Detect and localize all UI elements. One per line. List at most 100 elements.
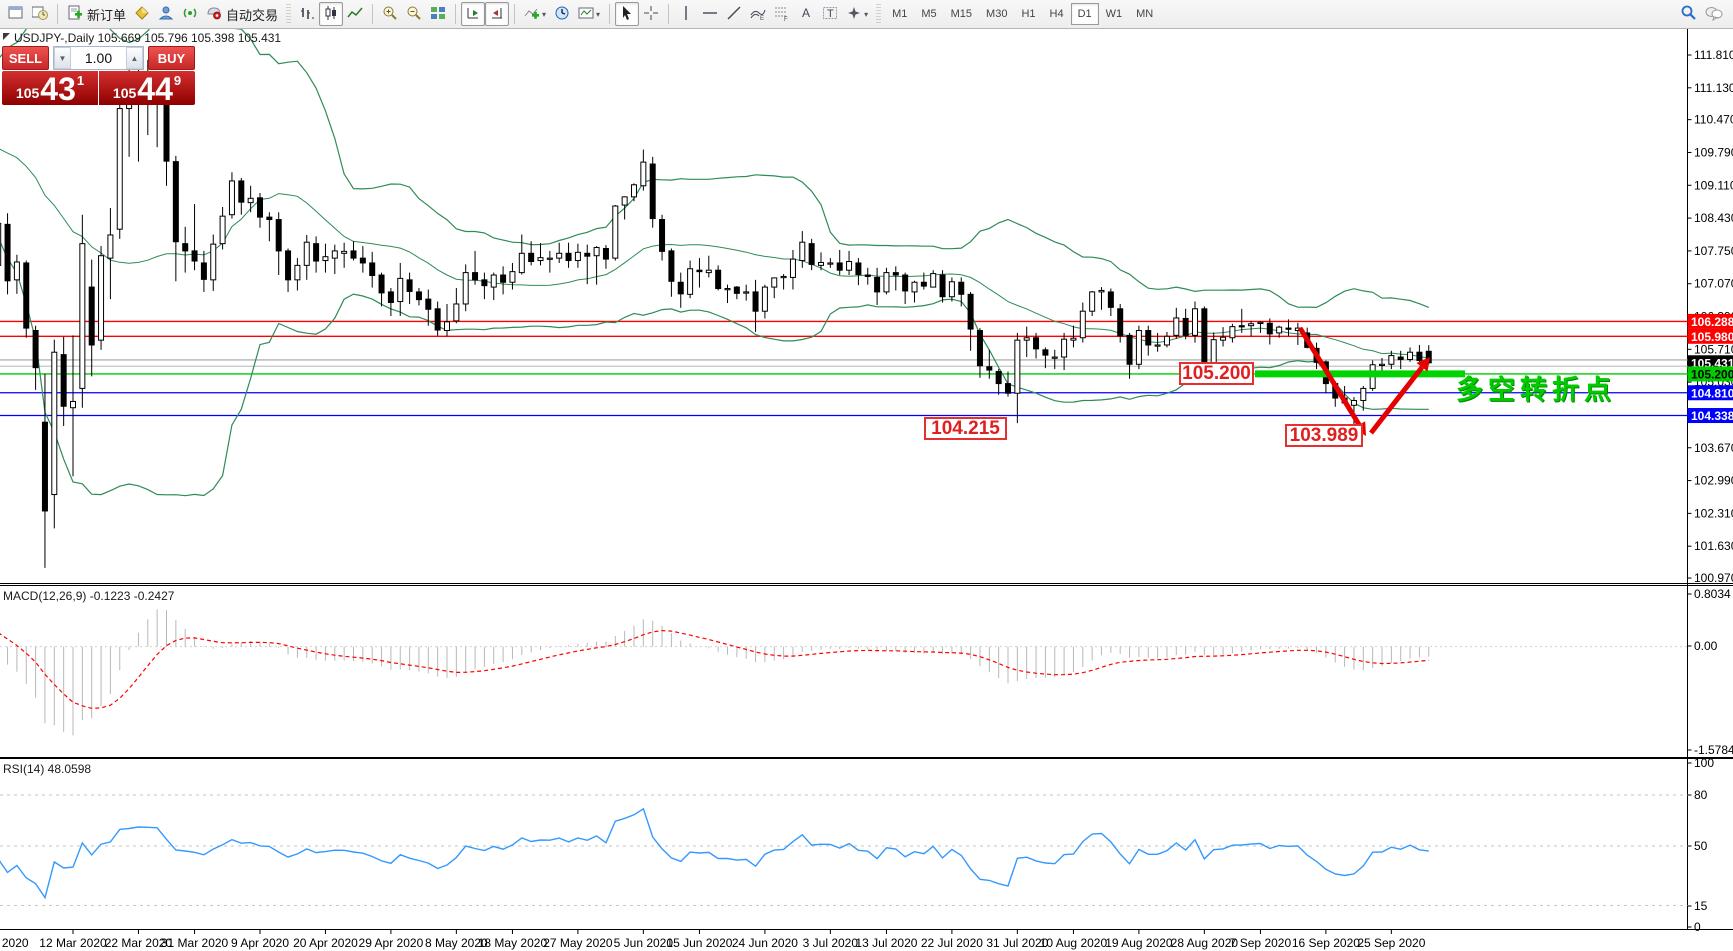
svg-text:31 Mar 2020: 31 Mar 2020 [161, 936, 229, 950]
price-annotation-105200[interactable]: 105.200 [1179, 362, 1254, 385]
bar-chart-button[interactable] [295, 2, 319, 26]
buy-price[interactable]: 105 44 9 [99, 71, 195, 105]
svg-text:104.810: 104.810 [1691, 386, 1733, 400]
volume-input[interactable]: 1.00 [84, 50, 113, 66]
horizontal-line-icon [702, 5, 718, 24]
tab-timeframe-m5[interactable]: M5 [921, 8, 937, 20]
line-chart-button[interactable] [343, 2, 367, 26]
tab-timeframe-d1[interactable]: D1 [1070, 3, 1099, 25]
svg-text:107.750: 107.750 [1694, 244, 1733, 258]
periods-button[interactable] [550, 2, 574, 26]
svg-text:15 Jun 2020: 15 Jun 2020 [666, 936, 732, 950]
svg-text:5 Jun 2020: 5 Jun 2020 [614, 936, 674, 950]
svg-text:28 Aug 2020: 28 Aug 2020 [1171, 936, 1239, 950]
label-tool[interactable]: T [818, 2, 842, 26]
sell-price[interactable]: 105 43 1 [2, 71, 98, 105]
sell-button[interactable]: SELL [2, 46, 49, 70]
tab-timeframe-h1[interactable]: H1 [1021, 8, 1036, 20]
price-annotation-103989[interactable]: 103.989 [1285, 424, 1363, 447]
svg-text:31 Jul 2020: 31 Jul 2020 [986, 936, 1048, 950]
indicators-button[interactable]: ▾ [520, 2, 550, 26]
tab-timeframe-m15[interactable]: M15 [950, 8, 973, 20]
new-order-icon [67, 5, 83, 24]
signal-icon [182, 5, 198, 24]
autotrading-icon [206, 5, 222, 24]
svg-text:102.990: 102.990 [1694, 474, 1733, 488]
collapse-panel-icon[interactable] [3, 33, 10, 40]
volume-decrease-button[interactable]: ▼ [54, 47, 71, 69]
svg-text:101.630: 101.630 [1694, 539, 1733, 553]
market-watch-button[interactable] [154, 2, 178, 26]
market-watch-icon [158, 5, 174, 24]
tab-timeframe-h4[interactable]: H4 [1049, 8, 1064, 20]
crosshair-tool-button[interactable] [639, 2, 663, 26]
cursor-icon [619, 5, 635, 24]
svg-text:105.980: 105.980 [1691, 330, 1733, 344]
zoom-out-button[interactable] [402, 2, 426, 26]
line-chart-icon [347, 5, 363, 24]
svg-text:107.070: 107.070 [1694, 277, 1733, 291]
toolbar-grip [286, 4, 292, 24]
new-chart-button[interactable] [4, 2, 28, 26]
svg-text:111.130: 111.130 [1694, 81, 1733, 95]
svg-text:109.110: 109.110 [1694, 178, 1733, 192]
signal-button[interactable] [178, 2, 202, 26]
toolbar-grip [876, 4, 882, 24]
fibonacci-tool[interactable]: F [770, 2, 794, 26]
zoom-out-icon [406, 5, 422, 24]
autoscroll-button[interactable] [461, 2, 486, 26]
chart-shift-button[interactable] [485, 2, 510, 26]
channel-tool[interactable]: E [746, 2, 770, 26]
metaeditor-button[interactable] [130, 2, 154, 26]
buy-button[interactable]: BUY [148, 46, 195, 70]
svg-text:110.470: 110.470 [1694, 113, 1733, 127]
svg-text:19 Aug 2020: 19 Aug 2020 [1105, 936, 1173, 950]
sell-price-figure: 105 [15, 85, 40, 101]
svg-text:106.288: 106.288 [1691, 315, 1733, 329]
vertical-line-tool[interactable] [674, 2, 698, 26]
tab-timeframe-m1[interactable]: M1 [892, 8, 908, 20]
svg-text:A: A [802, 6, 810, 20]
buy-price-pips: 44 [137, 71, 173, 107]
zoom-in-button[interactable] [378, 2, 402, 26]
tab-timeframe-w1[interactable]: W1 [1105, 8, 1123, 20]
indicators-icon [524, 5, 540, 24]
volume-increase-button[interactable]: ▲ [126, 47, 143, 69]
toolbar-separator [372, 4, 374, 24]
profiles-button[interactable] [28, 2, 52, 26]
profiles-icon [31, 5, 48, 24]
chat-button[interactable] [1701, 2, 1727, 26]
svg-text:100: 100 [1694, 756, 1714, 770]
tab-timeframe-mn[interactable]: MN [1136, 8, 1154, 20]
metaeditor-icon [134, 5, 150, 24]
vertical-line-icon [678, 5, 694, 24]
svg-text:20 Apr 2020: 20 Apr 2020 [293, 936, 358, 950]
cursor-tool-button[interactable] [615, 2, 640, 26]
svg-text:18 May 2020: 18 May 2020 [478, 936, 548, 950]
search-button[interactable] [1676, 2, 1701, 26]
tile-windows-button[interactable] [426, 2, 450, 26]
chart-title: USDJPY-,Daily 105.669 105.796 105.398 10… [14, 31, 282, 45]
svg-text:12 Mar 2020: 12 Mar 2020 [39, 936, 107, 950]
arrows-icon [846, 5, 862, 24]
text-icon: A [798, 5, 814, 24]
trendline-tool[interactable] [722, 2, 746, 26]
candlestick-chart-button[interactable] [319, 2, 344, 26]
price-annotation-104215[interactable]: 104.215 [924, 417, 1007, 440]
text-tool[interactable]: A [794, 2, 818, 26]
svg-text:25 Sep 2020: 25 Sep 2020 [1357, 936, 1425, 950]
templates-button[interactable]: ▾ [574, 2, 604, 26]
chart-shift-icon [489, 5, 505, 24]
bar-chart-icon [299, 5, 315, 24]
turning-point-annotation[interactable]: 多空转折点 [1456, 375, 1616, 405]
tab-timeframe-m30[interactable]: M30 [986, 8, 1008, 20]
svg-text:104.338: 104.338 [1691, 409, 1733, 423]
trendline-icon [726, 5, 742, 24]
new-order-button[interactable]: 新订单 [63, 2, 130, 26]
autotrading-button[interactable]: 自动交易 [202, 2, 282, 26]
svg-text:50: 50 [1694, 839, 1708, 853]
volume-box: ▼ 1.00 ▲ [53, 46, 144, 70]
arrows-tool[interactable]: ▾ [842, 2, 872, 26]
horizontal-line-tool[interactable] [698, 2, 722, 26]
